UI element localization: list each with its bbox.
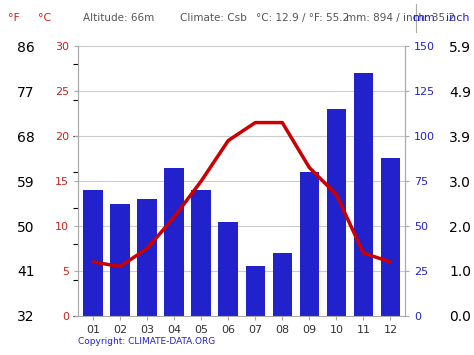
Text: Altitude: 66m: Altitude: 66m	[83, 13, 154, 23]
Text: Climate: Csb: Climate: Csb	[180, 13, 247, 23]
Bar	[300, 172, 319, 316]
Text: Copyright: CLIMATE-DATA.ORG: Copyright: CLIMATE-DATA.ORG	[78, 337, 216, 346]
Bar	[327, 109, 346, 316]
Bar	[381, 158, 400, 316]
Bar	[354, 73, 373, 316]
Bar	[110, 204, 130, 316]
Bar	[137, 199, 157, 316]
Text: °F: °F	[8, 13, 20, 23]
Bar	[273, 253, 292, 316]
Bar	[191, 190, 211, 316]
Bar	[164, 169, 184, 316]
Text: °C: 12.9 / °F: 55.2: °C: 12.9 / °F: 55.2	[256, 13, 349, 23]
Text: inch: inch	[446, 13, 469, 23]
Text: mm: mm	[413, 13, 435, 23]
Bar	[246, 266, 265, 316]
Text: mm: 894 / inch: 35.2: mm: 894 / inch: 35.2	[346, 13, 455, 23]
Bar	[219, 223, 238, 316]
Text: °C: °C	[38, 13, 52, 23]
Bar	[83, 190, 103, 316]
